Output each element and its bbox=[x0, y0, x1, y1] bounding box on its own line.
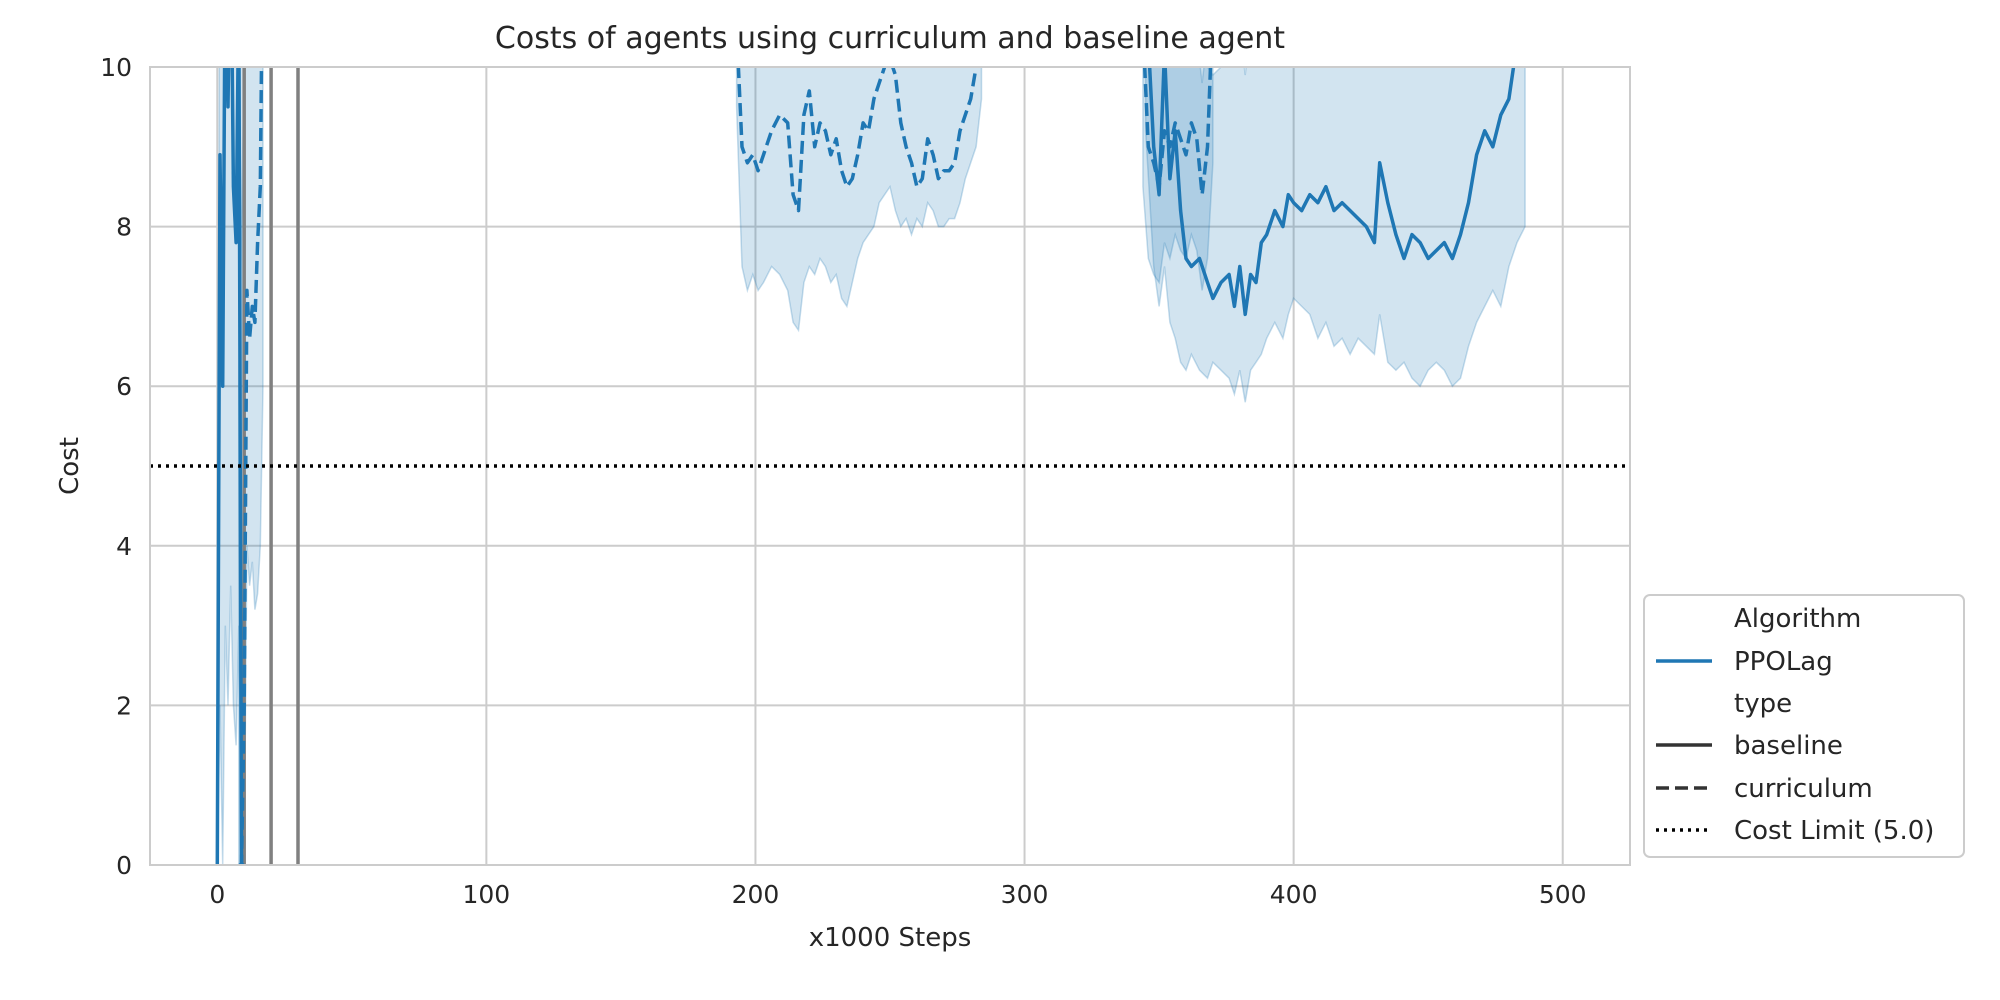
plot-frame bbox=[149, 66, 1631, 866]
legend: Algorithm PPOLag type baseline curriculu… bbox=[1643, 594, 1965, 858]
x-axis-label: x1000 Steps bbox=[809, 923, 972, 953]
y-tick-label: 2 bbox=[116, 691, 132, 720]
y-tick-label: 0 bbox=[116, 851, 132, 880]
y-tick-label: 4 bbox=[116, 532, 132, 561]
line-curriculum bbox=[1142, 67, 1213, 197]
legend-item-ppolag: PPOLag bbox=[1734, 647, 1833, 677]
x-tick-label: 200 bbox=[732, 880, 780, 909]
line-baseline bbox=[215, 67, 245, 865]
x-tick-label: 500 bbox=[1539, 880, 1587, 909]
series-lines bbox=[215, 67, 1516, 865]
line-curriculum bbox=[736, 67, 978, 213]
chart-title: Costs of agents using curriculum and bas… bbox=[495, 21, 1285, 56]
legend-title-type: type bbox=[1734, 689, 1792, 719]
legend-box bbox=[1643, 594, 1965, 858]
y-tick-label: 8 bbox=[116, 213, 132, 242]
y-tick-label: 10 bbox=[100, 53, 132, 82]
line-baseline bbox=[1147, 67, 1516, 317]
tick-labels: 0 100 200 300 400 500 0 2 4 6 8 10 bbox=[100, 53, 1586, 909]
x-tick-label: 400 bbox=[1270, 880, 1318, 909]
y-axis-label: Cost bbox=[55, 437, 85, 495]
legend-item-cost-limit: Cost Limit (5.0) bbox=[1734, 816, 1934, 846]
legend-item-baseline: baseline bbox=[1734, 731, 1843, 761]
line-curriculum bbox=[238, 67, 264, 865]
x-tick-label: 0 bbox=[209, 880, 225, 909]
y-tick-label: 6 bbox=[116, 372, 132, 401]
legend-title-algorithm: Algorithm bbox=[1734, 604, 1861, 634]
band-baseline bbox=[1144, 67, 1526, 403]
legend-item-curriculum: curriculum bbox=[1734, 774, 1873, 804]
x-tick-label: 100 bbox=[463, 880, 511, 909]
x-tick-label: 300 bbox=[1001, 880, 1049, 909]
band-curriculum bbox=[735, 67, 983, 333]
